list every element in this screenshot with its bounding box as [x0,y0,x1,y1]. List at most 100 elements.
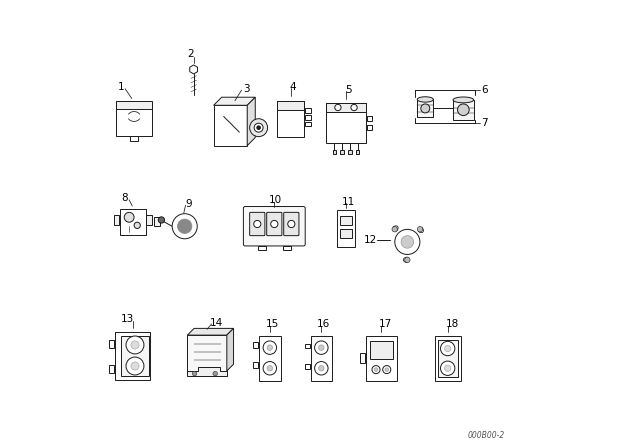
Circle shape [131,362,139,370]
Circle shape [445,345,451,352]
Text: 18: 18 [445,319,459,329]
Circle shape [417,227,422,232]
Circle shape [383,366,391,374]
Circle shape [257,126,260,129]
Circle shape [315,341,328,354]
Bar [348,150,352,154]
Circle shape [374,368,378,371]
Circle shape [395,229,420,254]
Polygon shape [247,97,255,146]
Bar [116,101,152,109]
Circle shape [250,119,268,137]
Bar [370,341,392,359]
Bar [340,216,352,225]
Bar [326,103,366,112]
Circle shape [253,220,261,228]
Circle shape [263,341,276,354]
Bar [154,217,160,226]
Text: 4: 4 [290,82,296,92]
Text: 16: 16 [317,319,330,329]
Ellipse shape [417,97,433,102]
Text: 000B00-2: 000B00-2 [467,431,504,440]
Bar [417,99,433,117]
Text: 10: 10 [269,195,282,205]
Bar [305,344,310,348]
Polygon shape [214,97,255,105]
Bar [277,101,304,137]
Bar [130,136,138,141]
Circle shape [271,220,278,228]
Bar [438,340,458,377]
Circle shape [267,345,273,350]
Text: 17: 17 [378,319,392,329]
Bar [305,122,310,126]
Circle shape [458,104,469,116]
Polygon shape [227,328,234,371]
Bar [258,246,266,250]
Text: 3: 3 [243,84,250,94]
FancyBboxPatch shape [243,207,305,246]
Text: 6: 6 [481,86,488,95]
Circle shape [404,257,410,263]
Polygon shape [188,367,227,376]
Bar [116,102,152,135]
Bar [253,362,258,368]
Bar [367,125,372,130]
Circle shape [177,219,192,233]
Bar [366,336,397,381]
Text: 13: 13 [121,314,134,324]
Circle shape [213,371,218,376]
Polygon shape [188,328,234,335]
Text: 15: 15 [266,319,278,329]
Circle shape [401,236,413,248]
Bar [305,364,310,369]
Bar [277,101,304,110]
Bar [109,340,114,348]
Circle shape [315,362,328,375]
Circle shape [263,362,276,375]
Bar [114,215,119,225]
Text: 2: 2 [187,49,193,59]
Bar [435,336,461,381]
Ellipse shape [453,97,474,103]
Circle shape [372,366,380,374]
Text: 9: 9 [185,199,191,209]
Bar [146,215,152,225]
FancyBboxPatch shape [267,212,282,236]
Bar [121,336,149,376]
Bar [326,103,366,143]
Text: 8: 8 [122,194,128,203]
Circle shape [319,345,324,350]
Circle shape [335,104,341,111]
Circle shape [319,366,324,371]
Circle shape [124,212,134,222]
Circle shape [421,104,430,113]
Text: 1: 1 [117,82,124,92]
Circle shape [445,365,451,371]
Polygon shape [190,65,198,74]
Circle shape [131,341,139,349]
Bar [453,99,474,120]
Bar [305,115,310,120]
Bar [305,108,310,113]
Bar [259,336,280,381]
Circle shape [392,227,397,232]
Bar [188,335,227,375]
Circle shape [385,368,388,371]
Circle shape [440,341,455,356]
Circle shape [254,123,263,132]
Circle shape [351,104,357,111]
Bar [367,116,372,121]
FancyBboxPatch shape [284,212,299,236]
Text: 7: 7 [481,118,488,128]
Bar [356,150,360,154]
Bar [214,105,247,146]
Bar [337,210,355,247]
FancyBboxPatch shape [250,212,265,236]
Circle shape [158,217,164,223]
Circle shape [288,220,295,228]
Bar [115,332,150,380]
Bar [253,342,258,348]
Bar [360,353,365,363]
Bar [311,336,332,381]
